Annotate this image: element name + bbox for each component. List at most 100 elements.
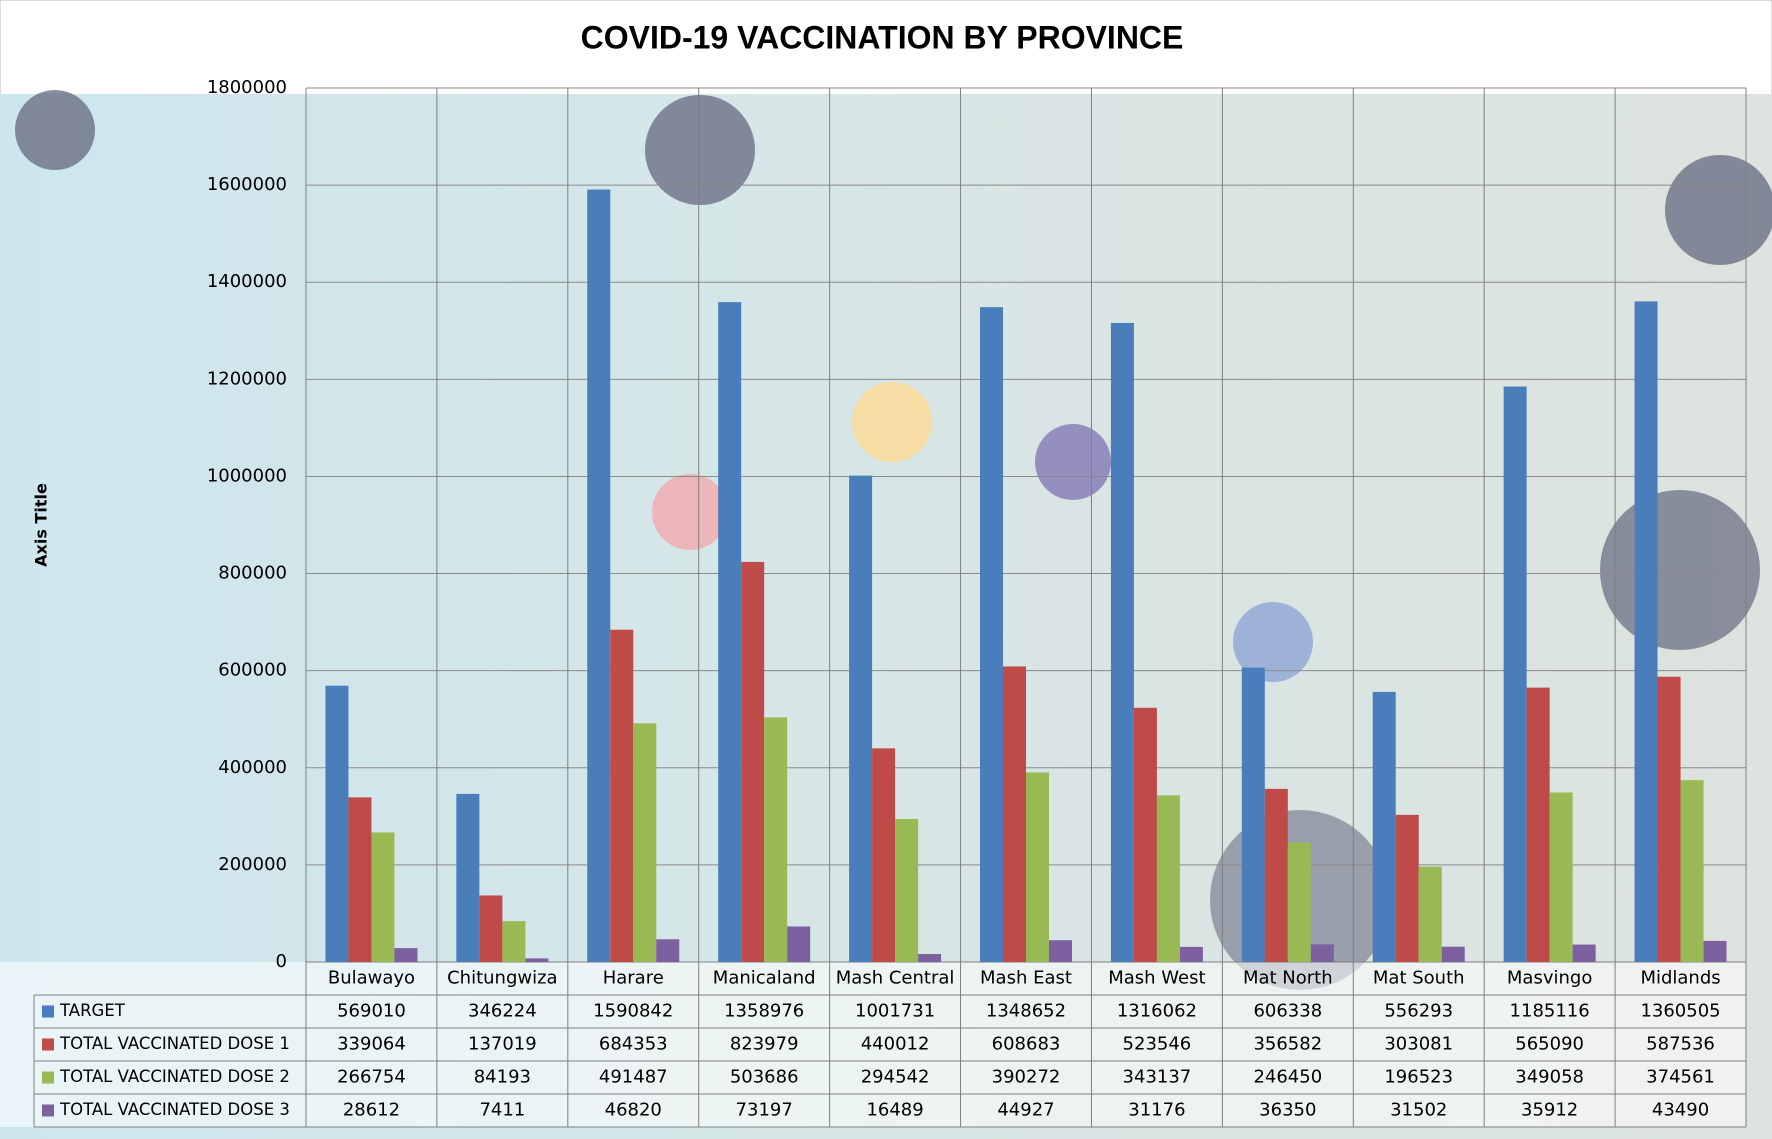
- bar: [1156, 795, 1180, 962]
- x-tick-label: Mat South: [1373, 968, 1465, 989]
- bar: [1503, 386, 1527, 963]
- table-cell: 7411: [479, 1100, 525, 1121]
- x-tick-label: Mat North: [1243, 968, 1333, 989]
- table-cell: 491487: [599, 1067, 668, 1088]
- table-cell: 84193: [474, 1067, 531, 1088]
- bar: [1179, 946, 1203, 962]
- bar: [525, 958, 549, 962]
- y-tick-label: 400000: [218, 757, 287, 778]
- bar: [1241, 667, 1265, 962]
- table-cell: 28612: [343, 1100, 400, 1121]
- bar: [1418, 866, 1442, 962]
- table-cell: 137019: [468, 1034, 537, 1055]
- table-cell: 823979: [730, 1034, 799, 1055]
- bar: [1680, 780, 1704, 962]
- table-background: [0, 962, 1746, 1127]
- table-cell: 608683: [992, 1034, 1061, 1055]
- x-tick-label: Manicaland: [713, 968, 816, 989]
- decoration: [1665, 155, 1772, 265]
- decoration: [852, 382, 932, 462]
- x-tick-label: Bulawayo: [328, 968, 415, 989]
- bar: [741, 561, 765, 962]
- bar: [895, 818, 919, 962]
- legend-label: TOTAL VACCINATED DOSE 3: [59, 1100, 290, 1119]
- bar: [1657, 676, 1681, 962]
- bar: [1372, 691, 1396, 962]
- bar: [1287, 842, 1311, 962]
- table-cell: 349058: [1515, 1067, 1584, 1088]
- legend-label: TARGET: [59, 1001, 126, 1020]
- bar: [1395, 814, 1419, 962]
- table-cell: 1360505: [1640, 1001, 1720, 1022]
- legend-swatch: [42, 1071, 54, 1084]
- table-cell: 35912: [1521, 1100, 1578, 1121]
- table-cell: 1185116: [1510, 1001, 1590, 1022]
- x-tick-label: Mash West: [1108, 968, 1205, 989]
- chart-title: COVID-19 VACCINATION BY PROVINCE: [581, 19, 1184, 55]
- table-cell: 266754: [337, 1067, 406, 1088]
- bar: [610, 629, 634, 962]
- bar: [325, 685, 349, 962]
- table-cell: 565090: [1515, 1034, 1584, 1055]
- table-cell: 684353: [599, 1034, 668, 1055]
- bar: [502, 921, 526, 962]
- bar: [1110, 322, 1134, 963]
- bar: [1703, 940, 1727, 962]
- table-cell: 1316062: [1117, 1001, 1197, 1022]
- bar: [718, 302, 742, 962]
- bar: [456, 793, 480, 962]
- table-cell: 1358976: [724, 1001, 804, 1022]
- bar: [1549, 792, 1573, 962]
- x-tick-label: Mash Central: [836, 968, 955, 989]
- decoration: [1035, 424, 1111, 500]
- bar: [1026, 772, 1049, 962]
- legend-swatch: [42, 1104, 54, 1117]
- decoration: [645, 95, 755, 205]
- decoration: [1600, 490, 1760, 650]
- x-tick-label: Masvingo: [1507, 968, 1592, 989]
- bar: [656, 939, 680, 962]
- table-cell: 440012: [861, 1034, 930, 1055]
- y-tick-label: 1600000: [207, 174, 287, 195]
- table-cell: 31176: [1128, 1100, 1185, 1121]
- legend-label: TOTAL VACCINATED DOSE 1: [59, 1034, 290, 1053]
- y-tick-label: 1800000: [207, 77, 287, 98]
- table-cell: 31502: [1390, 1100, 1447, 1121]
- table-cell: 73197: [736, 1100, 793, 1121]
- table-cell: 343137: [1123, 1067, 1192, 1088]
- table-cell: 390272: [992, 1067, 1061, 1088]
- table-cell: 196523: [1384, 1067, 1453, 1088]
- bar: [787, 926, 811, 962]
- x-tick-label: Midlands: [1640, 968, 1720, 989]
- table-cell: 569010: [337, 1001, 406, 1022]
- bar: [371, 832, 395, 962]
- table-cell: 356582: [1253, 1034, 1322, 1055]
- y-tick-label: 800000: [218, 563, 287, 584]
- bar: [1634, 301, 1658, 962]
- table-cell: 16489: [866, 1100, 923, 1121]
- table-cell: 46820: [605, 1100, 662, 1121]
- table-cell: 523546: [1123, 1034, 1192, 1055]
- bar: [1003, 666, 1026, 962]
- decoration: [1233, 602, 1313, 682]
- table-cell: 246450: [1253, 1067, 1322, 1088]
- bar: [1310, 944, 1334, 962]
- table-cell: 36350: [1259, 1100, 1316, 1121]
- x-tick-label: Mash East: [980, 968, 1072, 989]
- table-cell: 374561: [1646, 1067, 1715, 1088]
- bar: [479, 895, 503, 962]
- y-tick-label: 200000: [218, 854, 287, 875]
- table-cell: 1590842: [593, 1001, 673, 1022]
- x-tick-label: Chitungwiza: [447, 968, 557, 989]
- legend-swatch: [42, 1038, 54, 1051]
- decoration: [652, 474, 728, 550]
- bar: [394, 948, 418, 962]
- bar: [764, 717, 788, 962]
- x-tick-label: Harare: [603, 968, 664, 989]
- y-tick-label: 0: [276, 951, 287, 972]
- bar: [1133, 707, 1157, 962]
- bar: [1049, 940, 1072, 962]
- table-cell: 44927: [997, 1100, 1054, 1121]
- y-tick-label: 1200000: [207, 368, 287, 389]
- table-cell: 606338: [1253, 1001, 1322, 1022]
